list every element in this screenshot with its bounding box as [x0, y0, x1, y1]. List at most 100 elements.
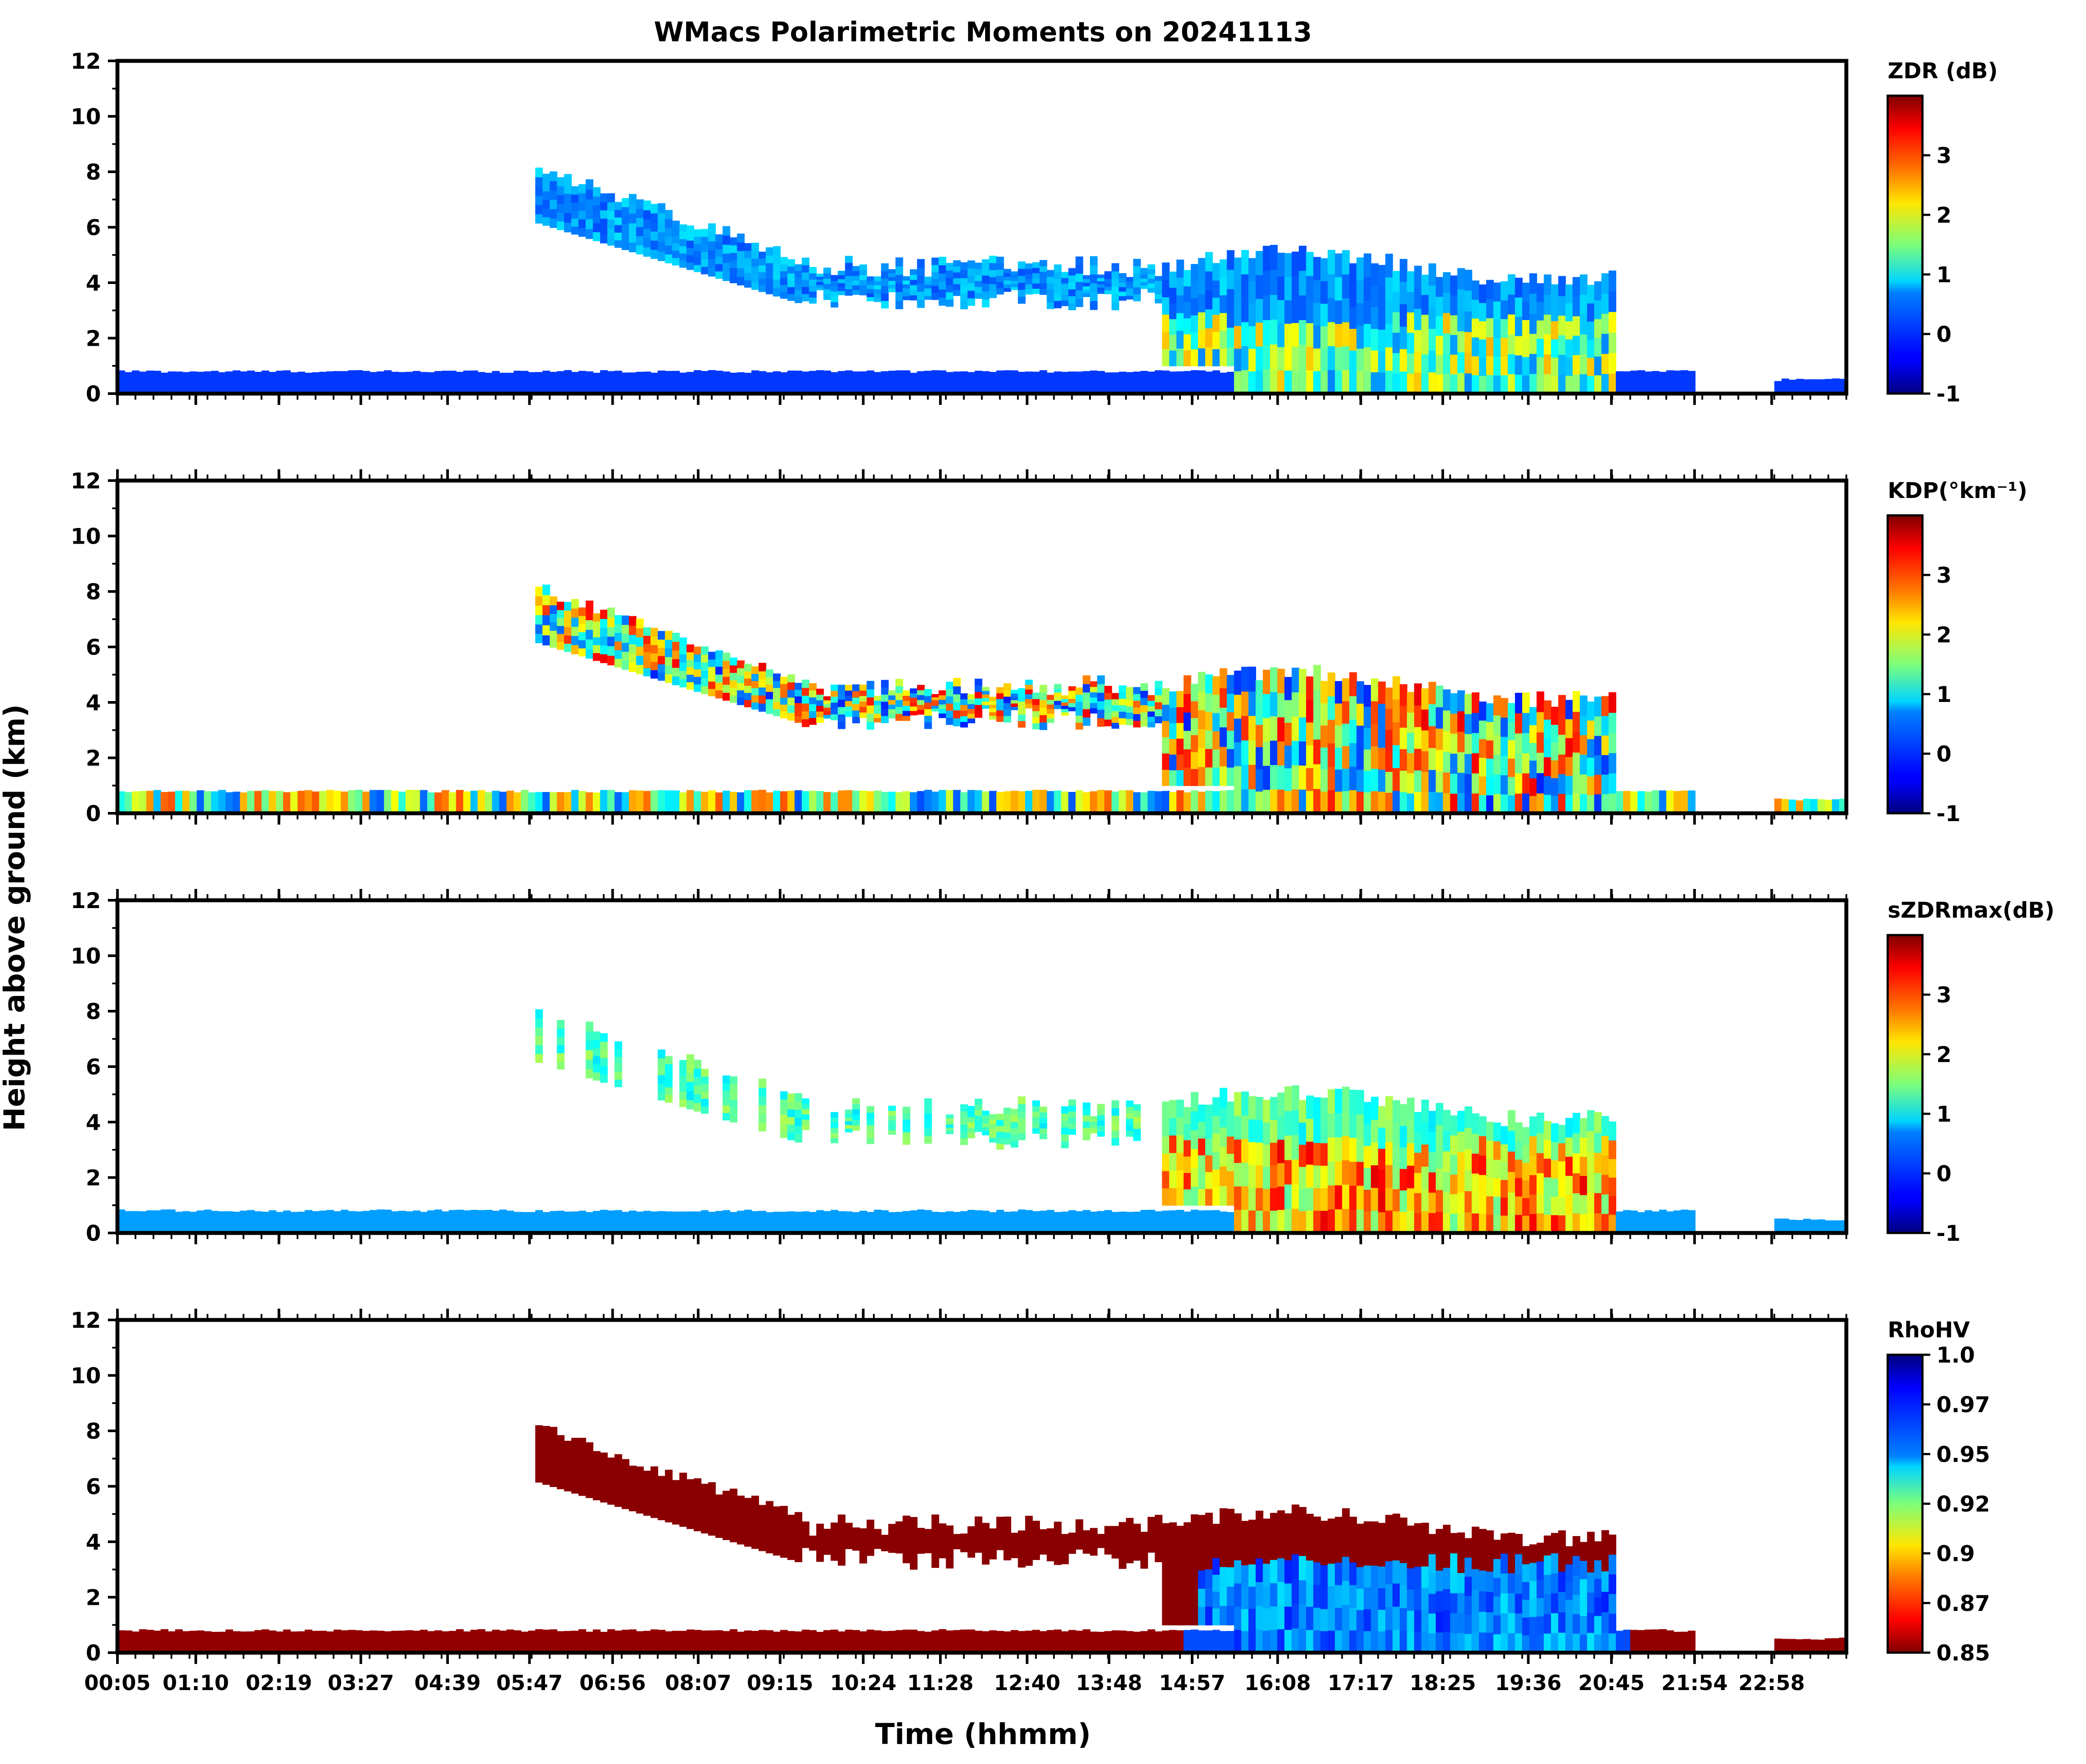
heatmap-cell — [924, 295, 932, 300]
heatmap-cell — [1133, 1631, 1141, 1653]
heatmap-cell — [1068, 1630, 1076, 1653]
heatmap-cell — [1162, 1574, 1170, 1592]
heatmap-cell — [600, 790, 608, 813]
heatmap-cell — [1190, 1186, 1199, 1206]
heatmap-cell — [427, 1631, 435, 1653]
heatmap-cell — [1565, 1156, 1573, 1176]
heatmap-cell — [189, 371, 197, 394]
heatmap-cell — [838, 287, 846, 291]
heatmap-cell — [1299, 693, 1307, 718]
heatmap-cell — [766, 669, 774, 678]
heatmap-cell — [593, 373, 601, 394]
heatmap-cell — [614, 1480, 622, 1490]
heatmap-cell — [557, 1631, 565, 1653]
heatmap-cell — [1464, 311, 1472, 332]
heatmap-cell — [708, 1526, 716, 1536]
heatmap-cell — [585, 1460, 594, 1470]
heatmap-cell — [1097, 701, 1105, 710]
heatmap-cell — [939, 1546, 946, 1553]
heatmap-cell — [614, 1489, 622, 1498]
heatmap-cell — [1558, 276, 1566, 296]
heatmap-cell — [1313, 739, 1321, 765]
heatmap-cell — [643, 1470, 651, 1479]
heatmap-cell — [1212, 749, 1220, 768]
heatmap-cell — [1291, 370, 1300, 394]
heatmap-cell — [888, 1528, 896, 1534]
heatmap-cell — [895, 706, 903, 714]
heatmap-cell — [283, 792, 291, 813]
heatmap-cell — [1508, 1192, 1516, 1213]
heatmap-cell — [802, 703, 809, 712]
heatmap-cell — [967, 1531, 975, 1537]
heatmap-cell — [722, 676, 730, 685]
heatmap-cell — [398, 1211, 406, 1233]
heatmap-cell — [564, 635, 572, 644]
heatmap-cell — [571, 1447, 579, 1457]
heatmap-cell — [924, 371, 932, 394]
heatmap-cell — [658, 790, 665, 813]
heatmap-cell — [622, 615, 629, 625]
heatmap-cell — [982, 698, 990, 702]
heatmap-cell — [1241, 691, 1249, 716]
heatmap-cell — [1241, 321, 1249, 346]
heatmap-cell — [1090, 256, 1098, 266]
heatmap-cell — [564, 1449, 572, 1458]
y-axis-label: Height above ground (km) — [0, 704, 31, 1131]
heatmap-cell — [881, 715, 889, 723]
heatmap-cell — [1147, 283, 1155, 288]
heatmap-cell — [593, 232, 601, 241]
heatmap-cell — [1104, 1535, 1112, 1540]
heatmap-cell — [1594, 1615, 1602, 1635]
heatmap-cell — [1003, 370, 1011, 394]
heatmap-cell — [679, 1473, 687, 1482]
heatmap-cell — [1169, 318, 1177, 335]
heatmap-cell — [1501, 1593, 1508, 1614]
heatmap-cell — [557, 625, 565, 634]
heatmap-cell — [939, 1212, 946, 1233]
heatmap-cell — [1565, 700, 1573, 719]
heatmap-cell — [1558, 295, 1566, 316]
heatmap-cell — [881, 687, 889, 695]
heatmap-cell — [1075, 1519, 1083, 1525]
heatmap-cell — [1162, 753, 1170, 770]
heatmap-cell — [744, 251, 752, 258]
heatmap-cell — [1501, 318, 1508, 338]
heatmap-cell — [1255, 346, 1264, 371]
heatmap-cell — [1018, 1549, 1026, 1556]
heatmap-cell — [722, 1631, 730, 1653]
heatmap-cell — [809, 371, 817, 394]
heatmap-cell — [1414, 726, 1422, 749]
heatmap-cell — [1010, 1134, 1019, 1141]
heatmap-cell — [787, 697, 795, 705]
heatmap-cell — [1090, 1528, 1098, 1533]
heatmap-cell — [1479, 375, 1487, 394]
heatmap-cell — [766, 691, 774, 699]
heatmap-cell — [578, 1467, 586, 1477]
heatmap-cell — [1378, 1190, 1386, 1213]
heatmap-cell — [535, 633, 543, 643]
heatmap-cell — [909, 1630, 918, 1653]
heatmap-cell — [989, 1137, 997, 1143]
heatmap-cell — [1090, 283, 1098, 292]
heatmap-cell — [766, 1544, 774, 1554]
heatmap-cell — [1205, 1531, 1213, 1551]
heatmap-cell — [650, 204, 659, 214]
heatmap-cell — [802, 1543, 809, 1548]
heatmap-cell — [628, 635, 637, 645]
heatmap-cell — [1508, 1613, 1516, 1634]
heatmap-cell — [1198, 1121, 1206, 1139]
heatmap-cell — [802, 679, 809, 688]
heatmap-cell — [816, 1555, 824, 1562]
heatmap-cell — [715, 271, 723, 279]
heatmap-cell — [1248, 1096, 1256, 1119]
heatmap-cell — [816, 717, 824, 723]
heatmap-cell — [1083, 692, 1090, 701]
heatmap-cell — [1046, 276, 1055, 284]
heatmap-cell — [1392, 1629, 1401, 1653]
heatmap-cell — [1327, 1541, 1336, 1564]
heatmap-cell — [1335, 1137, 1343, 1162]
heatmap-cell — [1255, 724, 1264, 747]
heatmap-cell — [1299, 789, 1307, 814]
heatmap-cell — [917, 259, 925, 268]
heatmap-cell — [1335, 769, 1343, 792]
